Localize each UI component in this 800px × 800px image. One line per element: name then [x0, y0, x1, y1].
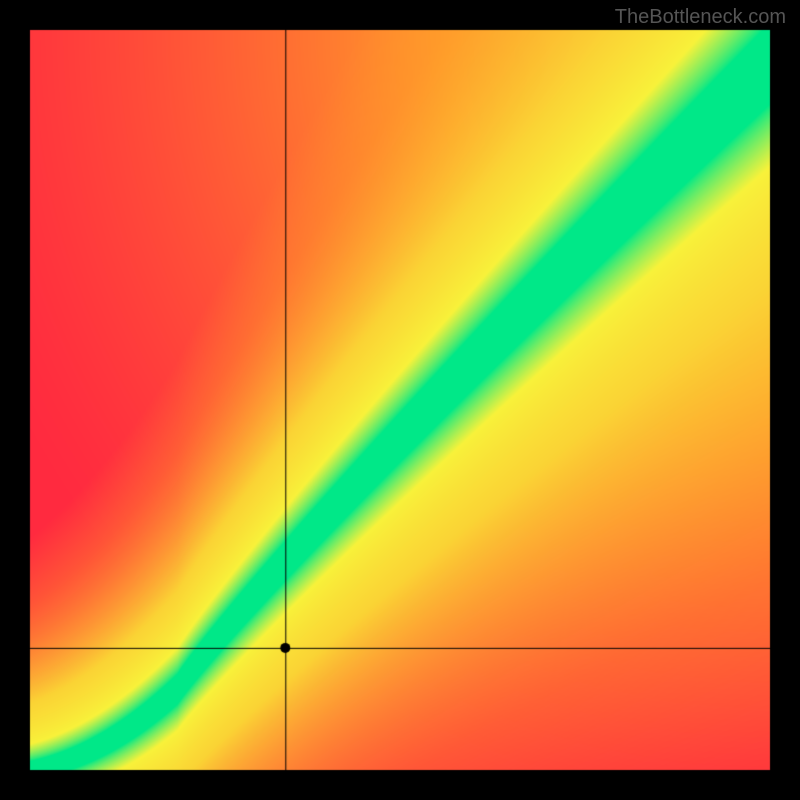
watermark-text: TheBottleneck.com — [615, 6, 786, 29]
heatmap-canvas — [0, 0, 800, 800]
chart-container: TheBottleneck.com — [0, 0, 800, 800]
